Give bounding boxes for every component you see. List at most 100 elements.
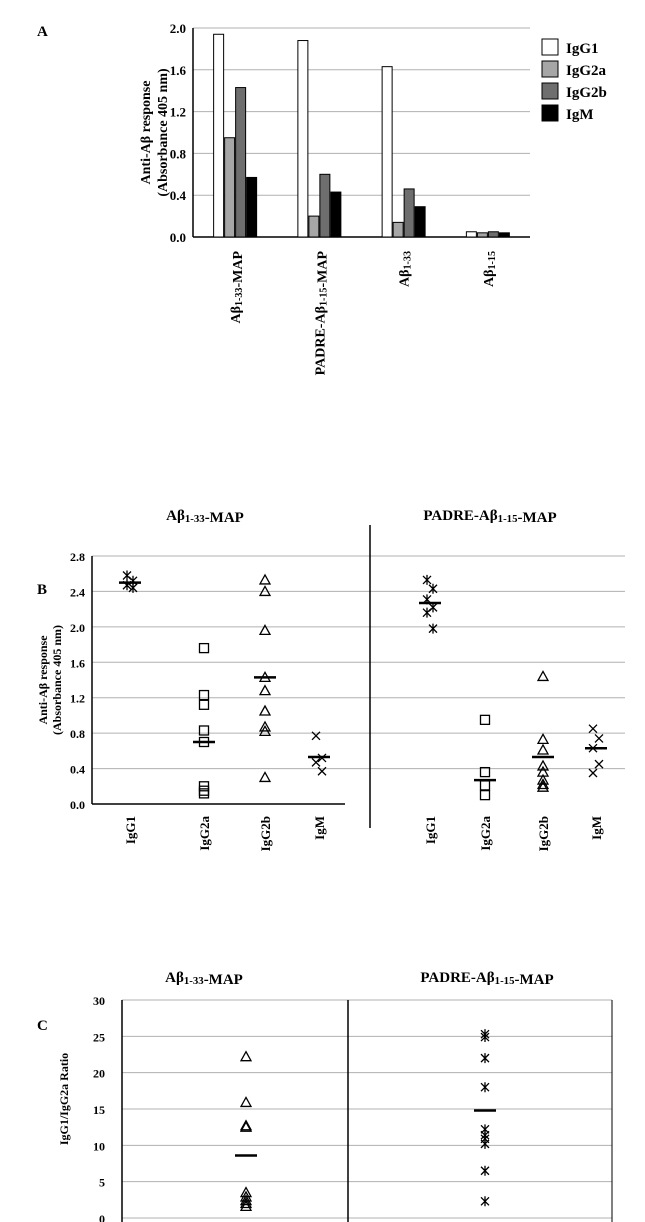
panel-label: B — [37, 582, 47, 598]
bar — [319, 173, 331, 238]
data-point — [239, 1200, 253, 1212]
bar — [498, 232, 510, 238]
x-tick-label: IgM — [312, 816, 327, 840]
data-point — [258, 624, 272, 636]
data-point — [258, 573, 272, 585]
bar — [414, 206, 426, 238]
bar — [213, 33, 225, 238]
data-point — [422, 607, 432, 618]
y-tick-label: 1.2 — [170, 105, 186, 120]
data-point — [594, 733, 604, 743]
y-axis-label: Anti-Aβ response(Absorbance 405 nm) — [36, 625, 64, 735]
data-point — [536, 743, 550, 755]
data-point — [536, 670, 550, 682]
data-point — [122, 570, 132, 581]
y-tick-label: 5 — [99, 1176, 105, 1190]
y-tick-label: 2.4 — [70, 585, 85, 599]
data-point — [480, 1053, 490, 1064]
data-point — [479, 766, 491, 778]
x-tick-label: Aβ1-15 — [482, 251, 498, 287]
y-tick-label: 25 — [93, 1030, 105, 1044]
bar — [330, 191, 342, 238]
data-point — [258, 704, 272, 716]
data-point — [258, 725, 272, 737]
legend-label: IgG2a — [566, 63, 607, 79]
data-point — [536, 780, 550, 792]
panel-b: B 0.0 0.4 0.8 1.2 1.6 2.0 2.4 2.8 Anti-Aβ respons… — [36, 508, 625, 851]
data-point — [198, 725, 210, 736]
data-point — [198, 642, 210, 654]
data-point — [594, 759, 604, 769]
y-tick-label: 20 — [93, 1067, 105, 1081]
bar — [487, 231, 499, 238]
y-tick-label: 0.8 — [170, 146, 187, 161]
x-tick-label: IgM — [589, 816, 604, 840]
data-point — [258, 720, 272, 732]
x-tick-label: IgG1 — [423, 816, 438, 844]
legend-label: IgG2b — [566, 85, 607, 101]
bar — [392, 221, 404, 238]
data-point — [239, 1197, 253, 1209]
bar — [235, 87, 247, 238]
data-point — [198, 689, 210, 701]
data-point — [479, 714, 491, 726]
y-tick-label: 0.4 — [170, 188, 187, 203]
x-tick-label: IgG2b — [258, 816, 273, 851]
y-tick-label: 2.8 — [70, 550, 85, 564]
y-tick-label: 0.0 — [170, 230, 186, 245]
data-point — [239, 1120, 253, 1132]
legend-swatch — [541, 38, 559, 56]
data-point — [128, 582, 138, 593]
data-point — [536, 773, 550, 785]
data-point — [536, 759, 550, 771]
legend-label: IgG1 — [566, 41, 599, 57]
y-axis-label: IgG1/IgG2a Ratio — [57, 1053, 71, 1145]
legend-swatch — [541, 82, 559, 100]
bar — [476, 232, 488, 238]
x-tick-label: IgG2a — [197, 816, 212, 851]
data-point — [480, 1196, 490, 1207]
data-point — [479, 780, 491, 791]
data-point — [480, 1138, 490, 1149]
data-point — [239, 1050, 253, 1062]
data-point — [480, 1032, 490, 1043]
data-point — [258, 771, 272, 783]
data-point — [311, 731, 321, 741]
data-point — [480, 1165, 490, 1176]
bar — [246, 176, 258, 238]
y-tick-label: 30 — [93, 994, 105, 1008]
y-tick-label: 2.0 — [170, 21, 186, 36]
bar — [308, 215, 320, 238]
data-point — [239, 1119, 253, 1131]
group-title: PADRE-Aβ1-15-MAP — [420, 970, 553, 988]
group-title: Aβ1-33-MAP — [166, 508, 244, 526]
y-tick-label: 0.8 — [70, 727, 85, 741]
data-point — [588, 768, 598, 778]
data-point — [239, 1194, 253, 1206]
x-tick-label: PADRE-Aβ1-15-MAP — [313, 251, 330, 376]
panel-c: C 0 5 10 15 20 25 30 IgG1/IgG2a Ratio Aβ1-33-MAP P… — [37, 970, 613, 1222]
x-tick-label: IgG1 — [123, 816, 138, 844]
y-tick-label: 1.6 — [170, 63, 187, 78]
x-tick-label: Aβ1-33-MAP — [229, 251, 246, 324]
panel-label: A — [37, 24, 48, 40]
y-tick-label: 1.2 — [70, 692, 85, 706]
data-point — [317, 766, 327, 776]
x-tick-label: IgG2b — [536, 816, 551, 851]
data-point — [198, 788, 210, 799]
data-point — [258, 684, 272, 696]
bar — [224, 137, 236, 238]
y-tick-label: 10 — [93, 1139, 105, 1153]
data-point — [239, 1096, 253, 1108]
y-tick-label: 0.4 — [70, 763, 85, 777]
y-tick-label: 15 — [93, 1103, 105, 1117]
group-title: Aβ1-33-MAP — [165, 970, 243, 988]
data-point — [258, 585, 272, 597]
group-title: PADRE-Aβ1-15-MAP — [423, 508, 556, 526]
data-point — [428, 583, 438, 594]
y-axis-label: Anti-Aβ response(Absorbance 405 nm) — [139, 68, 171, 197]
data-point — [536, 778, 550, 790]
y-tick-label: 0 — [99, 1212, 105, 1222]
data-point — [588, 724, 598, 734]
bar — [297, 40, 309, 238]
